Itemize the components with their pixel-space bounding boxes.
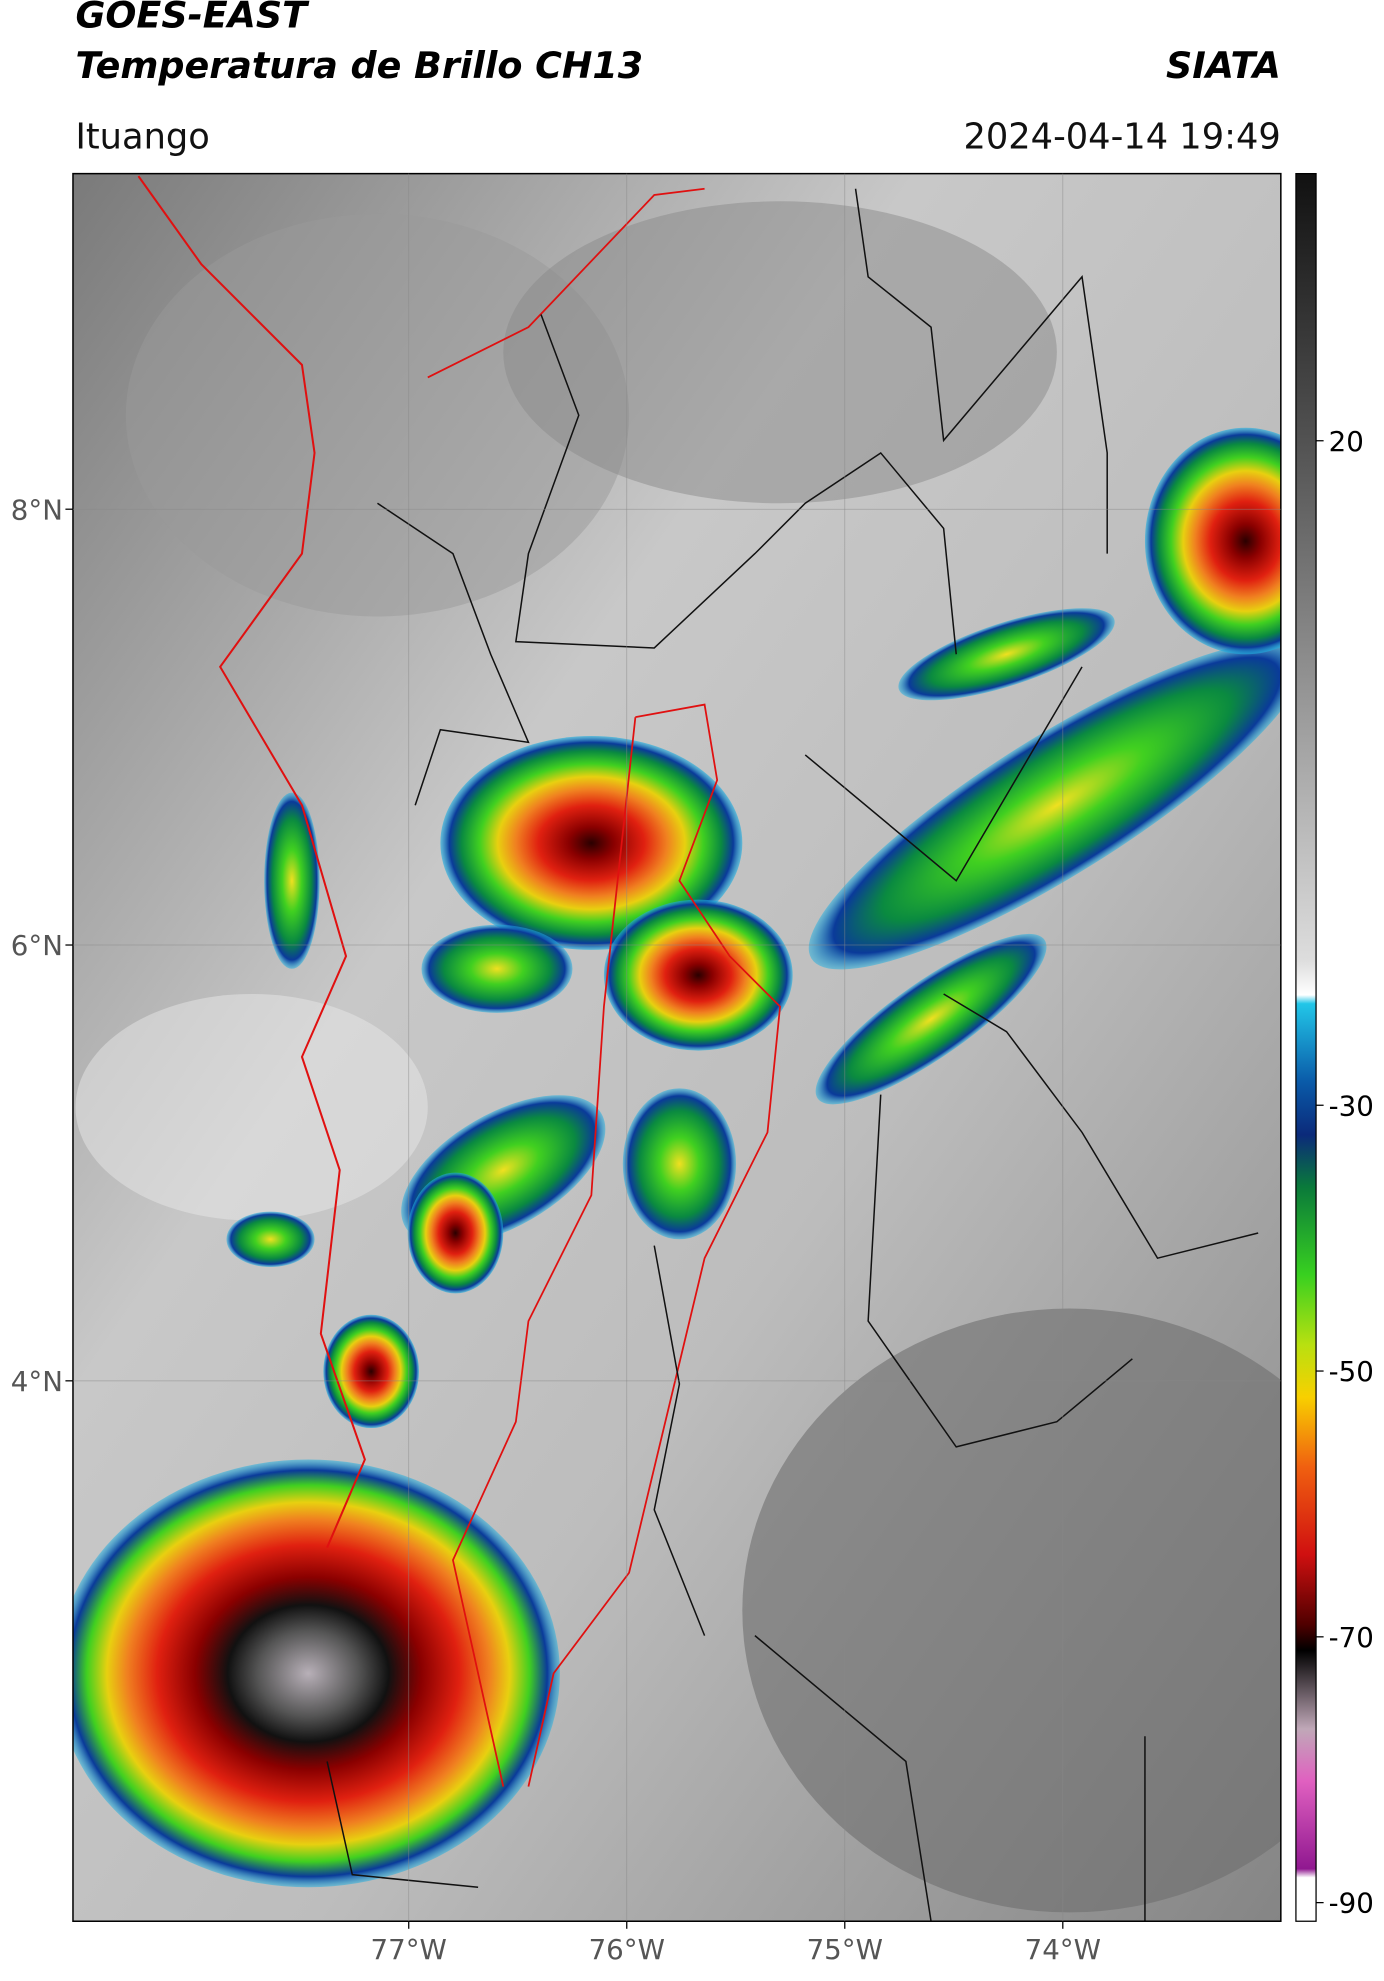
colorbar-tick-label: -30	[1329, 1089, 1374, 1122]
storm-cell	[72, 1459, 560, 1888]
storm-cell	[603, 899, 793, 1051]
lat-tick-label: 4°N	[11, 1365, 63, 1398]
cloud-band	[264, 792, 320, 969]
cloud-band	[808, 641, 1281, 970]
lon-tick-label: 75°W	[807, 1933, 883, 1966]
storm-cell	[440, 736, 743, 950]
lon-tick-label: 77°W	[371, 1933, 447, 1966]
colorbar-tick-label: -70	[1329, 1621, 1374, 1654]
colorbar-tick-label: 20	[1329, 425, 1364, 458]
colorbar-tick-label: -90	[1329, 1887, 1374, 1920]
lat-tick-label: 8°N	[11, 493, 63, 526]
storm-cell	[1144, 427, 1281, 655]
country-border	[137, 175, 366, 1548]
lon-tick-label: 76°W	[589, 1933, 665, 1966]
source: SIATA	[1166, 44, 1281, 87]
cloud-band	[898, 608, 1115, 701]
department-border	[326, 188, 1259, 1922]
location: Ituango	[75, 116, 209, 157]
map-area	[72, 173, 1281, 1922]
cloud-band	[226, 1211, 315, 1267]
title-line1: GOES-EAST	[75, 0, 310, 37]
colorbar-tick-label: -50	[1329, 1355, 1374, 1388]
cloud-band	[421, 924, 573, 1013]
cloud-band	[622, 1088, 737, 1240]
timestamp: 2024-04-14 19:49	[963, 116, 1280, 157]
map-frame	[72, 172, 1282, 1922]
cloud-texture	[742, 1308, 1281, 1913]
region-border	[427, 187, 781, 1787]
cloud-band	[815, 933, 1047, 1105]
colorbar	[1295, 172, 1317, 1922]
cloud-texture	[75, 993, 428, 1221]
lat-tick-label: 6°N	[11, 929, 63, 962]
storm-cell	[323, 1314, 419, 1429]
lon-tick-label: 74°W	[1025, 1933, 1101, 1966]
title-line2: Temperatura de Brillo CH13	[75, 44, 643, 87]
storm-cell	[407, 1172, 504, 1294]
cloud-texture	[503, 201, 1057, 504]
